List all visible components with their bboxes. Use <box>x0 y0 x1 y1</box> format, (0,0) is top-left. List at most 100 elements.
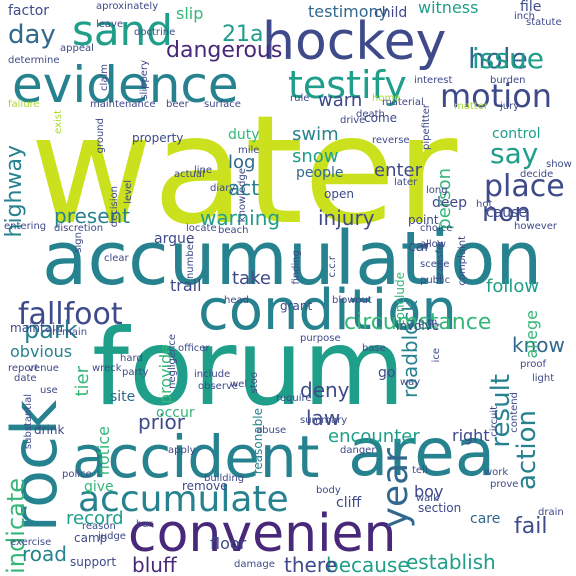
word-surface: surface <box>204 99 241 110</box>
word-level: level <box>123 180 134 204</box>
word-bar: bar <box>136 519 153 530</box>
word-support: support <box>70 555 117 569</box>
word-building: building <box>204 473 245 484</box>
word-wel: wel <box>230 379 248 390</box>
word-discretion: discretion <box>54 223 104 234</box>
word-appeal: appeal <box>60 43 94 54</box>
word-contend: contend <box>509 392 520 433</box>
word-maintain: maintain <box>10 321 63 335</box>
word-park: park <box>24 316 78 344</box>
word-date: date <box>14 373 37 384</box>
word-abuse: abuse <box>256 425 287 436</box>
word-obvious: obvious <box>10 342 73 361</box>
word-exercise: exercise <box>10 537 52 548</box>
word-duty: duty <box>228 127 260 143</box>
word-wreck: wreck <box>92 363 122 374</box>
word-property: property <box>132 131 184 145</box>
word-accumulate: accumulate <box>78 479 289 520</box>
word-place: place <box>484 169 565 204</box>
word-leave: leave <box>96 19 124 30</box>
word-deep: deep <box>432 195 467 211</box>
word-exist: exist <box>53 110 64 134</box>
word-complaint: complaint <box>457 236 468 286</box>
word-remove: remove <box>182 479 228 493</box>
word-issue: issue <box>472 42 544 75</box>
word-encounter: encounter <box>328 426 420 447</box>
word-prior: prior <box>138 410 185 434</box>
word-drink: drink <box>34 423 65 437</box>
word-come: come <box>364 111 398 125</box>
word-death: death <box>356 109 385 120</box>
word-long: long <box>426 185 448 196</box>
word-record: record <box>66 508 124 529</box>
word-apply: apply <box>168 445 196 456</box>
word-claim: claim <box>99 64 110 91</box>
word-act: act <box>228 176 260 200</box>
word-burden: burden <box>490 75 526 86</box>
word-slip: slip <box>176 4 204 23</box>
word-purpose: purpose <box>300 333 341 344</box>
word-camp: camp <box>74 531 108 545</box>
word-section: section <box>418 501 462 515</box>
word-site: site <box>110 389 136 405</box>
word-entering: entering <box>4 221 47 232</box>
word-remain: remain <box>52 327 88 338</box>
word-line: line <box>194 165 213 176</box>
word-base: base <box>362 343 386 354</box>
word-condition: condition <box>198 278 457 343</box>
word-later: later <box>394 177 418 188</box>
word-negligence: negligence <box>167 334 178 389</box>
word-enter: enter <box>374 160 423 181</box>
word-inch: inch <box>514 11 535 22</box>
word-sand: sand <box>72 6 173 55</box>
word-include: include <box>194 369 231 380</box>
word-blowout: blowout <box>332 295 372 306</box>
word-fail: fail <box>514 514 548 539</box>
word-sign: sign <box>73 232 84 253</box>
word-snow: snow <box>292 146 339 167</box>
word-injury: injury <box>318 206 375 230</box>
word-jury: jury <box>500 101 520 112</box>
word-warn: warn <box>318 90 363 111</box>
word-deny: deny <box>300 378 350 402</box>
word-go: go <box>378 365 396 381</box>
word-mile: mile <box>238 145 260 156</box>
word-determine: determine <box>8 55 60 66</box>
word-clear: clear <box>104 253 129 264</box>
word-reason: reason <box>82 521 116 532</box>
word-motion: motion <box>440 77 553 115</box>
word-non: non <box>482 198 531 228</box>
word-child: child <box>374 5 408 21</box>
word-report: report <box>8 363 39 374</box>
word-choice: choice <box>420 223 453 234</box>
word-summary: summary <box>300 415 348 426</box>
word-knowledge: knowledge <box>237 168 248 223</box>
word-slippery: slippery <box>139 60 150 100</box>
word-rule: rule <box>290 93 310 104</box>
word-give: give <box>84 479 114 495</box>
word-failure: failure <box>8 99 40 110</box>
word-grant: grant <box>280 299 313 313</box>
word-doctrine: doctrine <box>134 27 176 38</box>
word-testify: testify <box>288 63 407 107</box>
word-home: home <box>372 93 401 104</box>
word-allege: allege <box>522 310 541 359</box>
word-c-c-r: c.c.r <box>327 256 338 278</box>
word-require: require <box>276 393 312 404</box>
word-fallfoot: fallfoot <box>18 297 123 332</box>
word-party: party <box>122 367 149 378</box>
word-observe: observe <box>198 381 239 392</box>
word-year: year <box>375 448 416 529</box>
word-finding: finding <box>291 250 302 285</box>
word-care: care <box>470 511 501 527</box>
word-number: number <box>185 240 196 280</box>
word-light: light <box>532 373 555 384</box>
word-forum: forum <box>92 307 406 429</box>
word-walk: walk <box>416 493 439 504</box>
word-cliff: cliff <box>336 495 362 511</box>
word-aproxinately: aproxinately <box>96 1 159 12</box>
word-convenien: convenien <box>128 504 397 564</box>
word-conclude: conclude <box>393 272 407 327</box>
word-head: head <box>224 295 249 306</box>
